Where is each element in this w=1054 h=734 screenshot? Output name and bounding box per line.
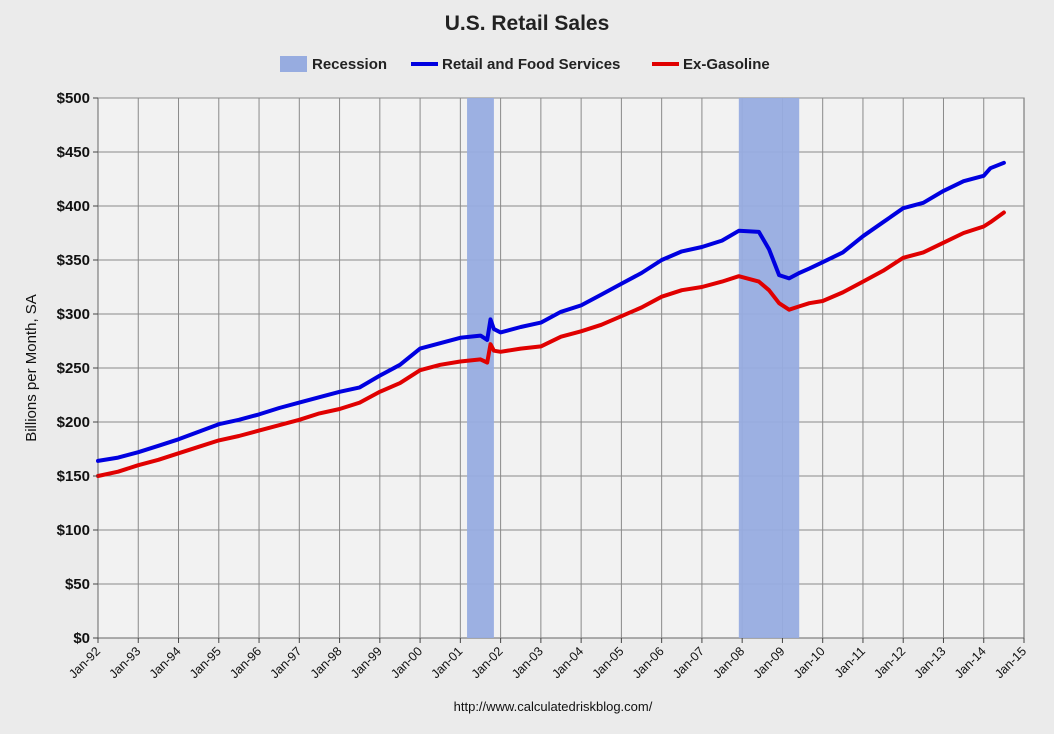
y-tick-label: $200 (57, 414, 90, 431)
y-axis-ticks: $0 $50 $100 $150 $200 $250 $300 $350 $400 $450 $50… (57, 90, 98, 647)
y-axis-label: Billions per Month, SA (23, 294, 40, 442)
y-tick-label: $450 (57, 144, 90, 161)
legend-recession-swatch (280, 56, 307, 72)
y-tick-label: $150 (57, 468, 90, 485)
y-tick-label: $400 (57, 198, 90, 215)
y-tick-label: $0 (73, 630, 90, 647)
y-tick-label: $500 (57, 90, 90, 107)
y-tick-label: $100 (57, 522, 90, 539)
series-retail-line (96, 160, 1006, 463)
y-tick-label: $250 (57, 360, 90, 377)
gridlines (98, 97, 1024, 638)
source-url: http://www.calculatedriskblog.com/ (454, 699, 653, 714)
legend-exgas-label: Ex-Gasoline (683, 56, 770, 73)
chart-title: U.S. Retail Sales (445, 12, 610, 35)
y-tick-label: $300 (57, 306, 90, 323)
legend-recession-label: Recession (312, 56, 387, 73)
series-exgas-line (96, 210, 1006, 478)
legend: Recession Retail and Food Services Ex-Ga… (280, 56, 770, 73)
y-tick-label: $350 (57, 252, 90, 269)
recession-bands (467, 98, 800, 638)
legend-retail-label: Retail and Food Services (442, 56, 620, 73)
series-lines (96, 160, 1006, 478)
recession-band (467, 98, 494, 638)
recession-band (738, 98, 800, 638)
y-tick-label: $50 (65, 576, 90, 593)
